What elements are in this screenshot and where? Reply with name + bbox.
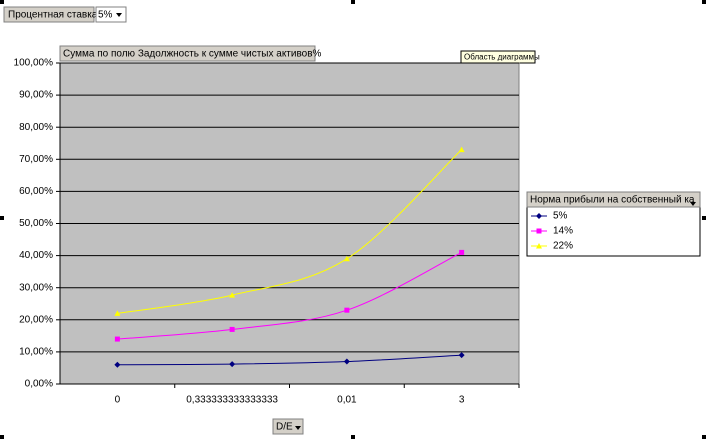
y-tick-label: 100,00% [14, 58, 54, 69]
x-tick-label: 0 [115, 395, 121, 406]
marker [114, 310, 121, 316]
series-line [117, 149, 462, 314]
marker [114, 336, 120, 342]
page-field-value: 5% [98, 10, 113, 21]
tooltip-text: Область диаграммы [464, 53, 540, 62]
marker [536, 228, 542, 234]
x-field-button[interactable] [272, 418, 304, 435]
y-tick-label: 40,00% [19, 250, 53, 261]
marker [343, 358, 350, 365]
y-tick-label: 20,00% [19, 314, 53, 325]
y-tick-label: 70,00% [19, 154, 53, 165]
dropdown-arrow [295, 426, 301, 430]
series-line [117, 251, 462, 340]
marker [536, 213, 542, 219]
y-tick-label: 0,00% [25, 379, 53, 390]
y-tick-label: 60,00% [19, 186, 53, 197]
x-tick-label: 3 [459, 395, 465, 406]
page-field-dropdown[interactable] [95, 6, 127, 23]
marker [458, 352, 465, 359]
dropdown-arrow [116, 13, 122, 17]
marker [458, 146, 465, 153]
y-tick-label: 80,00% [19, 122, 53, 133]
page-field-label: Процентная ставка [8, 10, 98, 21]
page-field-button[interactable] [3, 6, 95, 23]
marker [229, 361, 236, 368]
x-tick-label: 0,333333333333333 [186, 395, 278, 406]
y-tick-label: 30,00% [19, 282, 53, 293]
legend-label: 5% [553, 211, 568, 222]
legend-label: 14% [553, 226, 573, 237]
chart-title: Сумма по полю Задолжность к сумме чистых… [63, 49, 322, 60]
legend-title: Норма прибыли на собственный ка [530, 194, 695, 206]
legend-label: 22% [553, 241, 573, 252]
marker [536, 243, 542, 249]
x-tick-label: 0,01 [337, 395, 357, 406]
title-box [59, 45, 316, 62]
marker [114, 361, 121, 368]
marker [229, 326, 235, 332]
marker [344, 307, 350, 313]
marker [229, 292, 236, 298]
marker [459, 249, 465, 255]
y-tick-label: 90,00% [19, 90, 53, 101]
x-axis-label: D/E [276, 422, 293, 433]
y-tick-label: 50,00% [19, 218, 53, 229]
legend-title-box[interactable] [526, 191, 701, 208]
y-tick-label: 10,00% [19, 347, 53, 358]
series-line [117, 354, 462, 366]
dropdown-arrow [690, 202, 696, 206]
marker [343, 255, 350, 262]
